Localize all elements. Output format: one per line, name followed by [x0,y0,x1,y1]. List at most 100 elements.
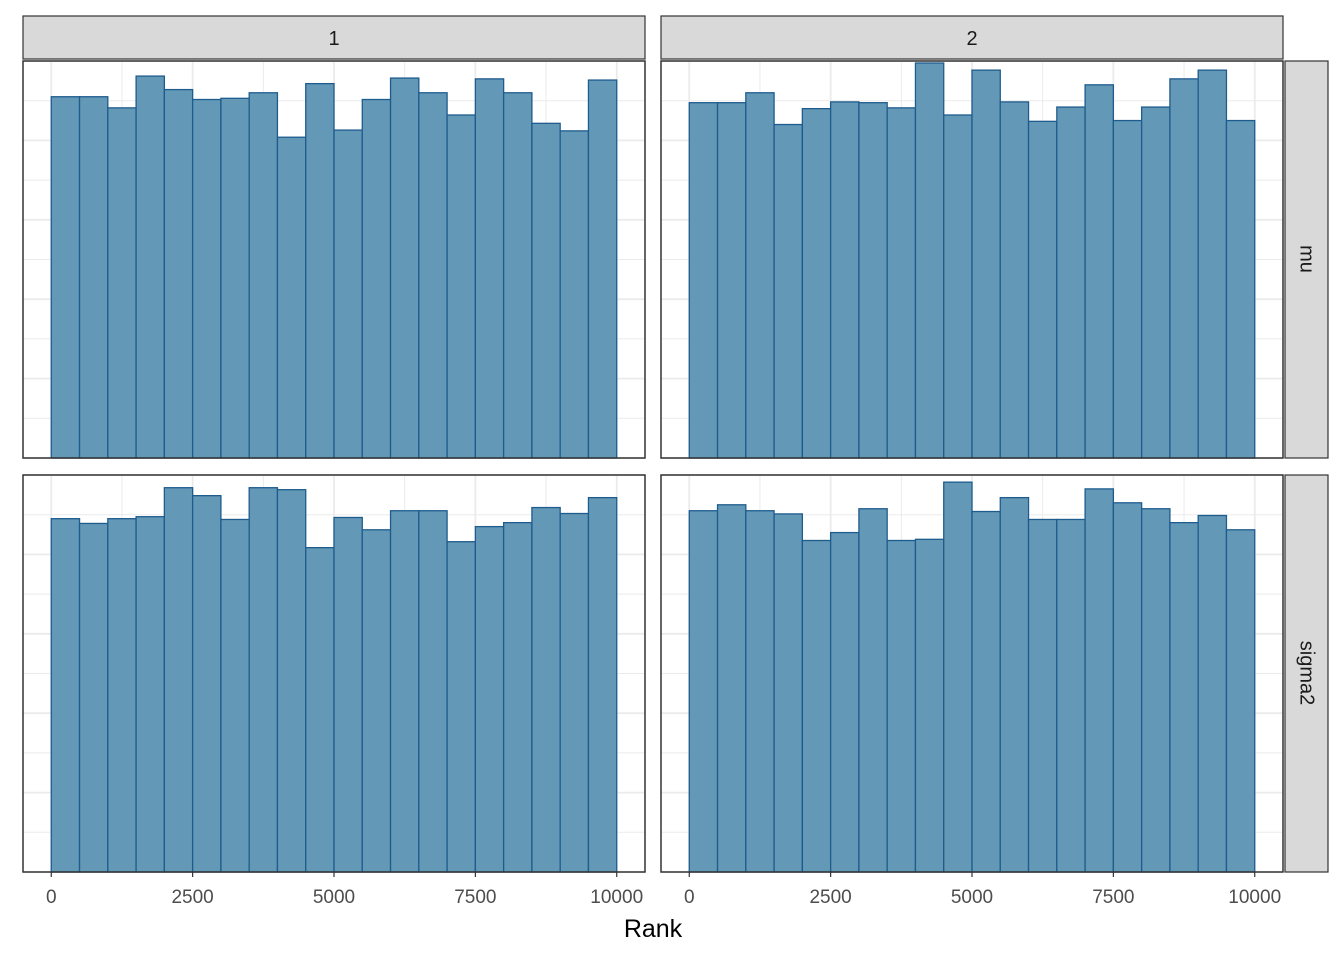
histogram-bar [1027,120,1058,459]
histogram-bar [446,114,477,459]
histogram-bar [559,512,590,873]
row-strip-mu: mu [1284,60,1329,459]
histogram-bar [858,102,888,459]
histogram-bar [1112,119,1143,459]
histogram-bar [276,489,307,873]
histogram-bar [1225,529,1256,873]
histogram-bar [107,107,137,459]
x-tick-label: 5000 [951,887,993,908]
histogram-bar [587,496,618,873]
histogram-bar [886,539,917,873]
x-tick-label: 2500 [809,887,851,908]
histogram-bar [1084,84,1115,459]
histogram-bar [191,494,222,873]
panel-1-mu [22,60,646,459]
histogram-bar [745,510,775,873]
histogram-bar [587,79,618,459]
histogram-bar [1112,502,1143,873]
x-tick-label: 10000 [1228,887,1281,908]
histogram-bar [305,82,335,459]
histogram-bar [333,129,363,459]
histogram-bar [1197,69,1228,459]
histogram-bar [389,77,420,459]
x-axis-ticks: 0 2500 5000 7500 10000 0 2500 5000 7500 10000 [46,872,1281,908]
histogram-bar [474,78,505,459]
histogram-bar [50,96,81,459]
row-strip-sigma2: sigma2 [1284,474,1329,873]
histogram-bar [829,101,860,459]
histogram-bar [801,107,832,459]
panels-layer [22,60,1284,873]
histogram-bar [1169,521,1199,873]
histogram-bar [914,538,945,873]
histogram-bar [943,481,973,873]
histogram-bar [418,510,448,873]
x-tick-label: 7500 [1092,887,1134,908]
histogram-bar [773,513,804,873]
histogram-bar [745,92,775,459]
histogram-bar [914,62,945,459]
histogram-bar [389,510,420,873]
histogram-bar [1056,518,1086,873]
histogram-bar [1027,518,1058,873]
panel-1-sigma2 [22,474,646,873]
x-tick-label: 2500 [171,887,213,908]
histogram-bar [276,136,307,459]
histogram-bar [688,102,719,459]
histogram-bar [531,122,561,459]
col-strip-label-1: 1 [328,28,339,50]
histogram-bar [418,92,448,459]
histogram-bar [333,516,363,873]
histogram-bar [999,101,1030,459]
histogram-bar [502,92,533,459]
panel-2-mu [660,60,1284,459]
histogram-bar [220,97,250,459]
col-strip-1: 1 [22,15,646,60]
row-strip-label-sigma2: sigma2 [1296,641,1318,705]
histogram-bar [163,487,194,873]
histogram-bar [220,518,250,873]
histogram-bar [1197,514,1228,873]
histogram-bar [559,130,590,459]
histogram-bar [163,88,194,459]
x-axis-title: Rank [624,915,683,943]
histogram-bar [943,114,973,459]
histogram-bar [107,518,137,873]
histogram-bar [716,504,747,873]
panel-2-sigma2 [660,474,1284,873]
histogram-bar [191,98,222,459]
histogram-bar [502,521,533,873]
histogram-bar [1140,106,1171,459]
x-tick-label: 7500 [454,887,496,908]
histogram-bar [971,510,1001,873]
histogram-bar [305,547,335,873]
histogram-bar [1169,78,1199,459]
histogram-bar [1056,106,1086,459]
panel-border [22,60,646,459]
histogram-bar [248,92,279,459]
histogram-bar [248,487,279,873]
histogram-bar [971,69,1001,459]
histogram-bar [801,539,832,873]
x-tick-label: 10000 [590,887,643,908]
histogram-bar [688,510,719,873]
col-strip-label-2: 2 [966,28,977,50]
histogram-bar [446,541,477,873]
x-tick-label: 5000 [313,887,355,908]
histogram-bar [78,96,109,459]
histogram-bar [829,531,860,873]
histogram-bar [773,123,804,459]
histogram-bar [50,518,81,873]
histogram-bar [361,98,392,459]
histogram-bar [716,102,747,459]
panel-border [660,60,1284,459]
histogram-bar [78,522,109,873]
x-tick-label: 0 [46,887,57,908]
histogram-bar [474,525,505,873]
histogram-bar [1084,488,1115,873]
histogram-bar [886,107,917,459]
histogram-bar [1225,119,1256,459]
histogram-bar [135,516,166,873]
row-strip-label-mu: mu [1296,245,1318,273]
